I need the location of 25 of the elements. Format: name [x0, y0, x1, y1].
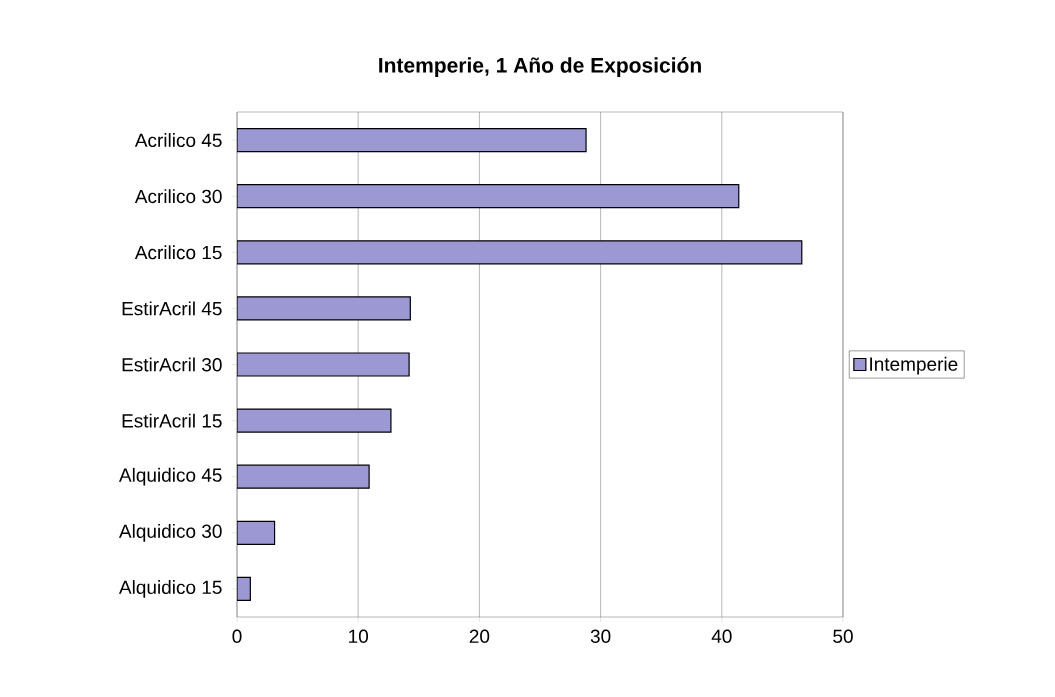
bar	[237, 127, 587, 153]
y-tick-label: Acrilico 30	[134, 189, 222, 204]
x-tick-label: 10	[349, 629, 369, 643]
bar	[237, 408, 392, 433]
x-tick-label: 20	[469, 629, 490, 643]
x-tick-label: 0	[232, 629, 242, 643]
y-tick-label: EstirAcril 30	[122, 357, 222, 372]
y-tick-label: Alquidico 30	[118, 523, 222, 542]
y-tick-label: Alquidico 45	[118, 467, 222, 486]
bar	[237, 464, 370, 489]
y-tick-label: EstirAcril 15	[122, 413, 222, 428]
x-tick-label: 30	[590, 629, 611, 643]
legend-label: Intemperie	[870, 356, 958, 375]
y-tick-label: Acrilico 45	[134, 133, 222, 148]
bar	[237, 520, 276, 545]
x-tick-label: 50	[833, 629, 853, 643]
bar	[237, 240, 803, 265]
bar	[237, 352, 410, 377]
bar	[237, 296, 411, 321]
y-tick-label: Alquidico 15	[118, 580, 222, 598]
x-tick-label: 40	[711, 629, 732, 643]
y-tick-label: Acrilico 15	[134, 245, 222, 260]
chart-title: Intemperie, 1 Año de Exposición	[379, 57, 701, 77]
y-tick-label: EstirAcril 45	[122, 301, 222, 316]
bar	[237, 184, 740, 209]
